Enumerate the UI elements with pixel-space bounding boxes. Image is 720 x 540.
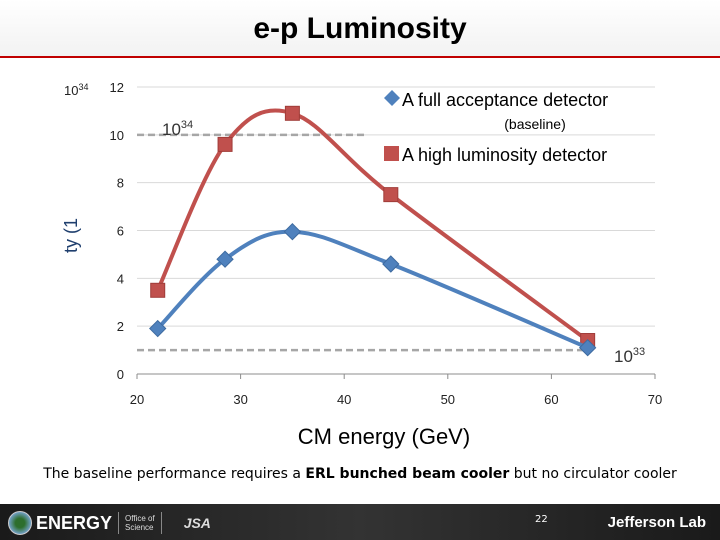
x-tick-label-20: 20 [130, 392, 144, 407]
legend-label-full-acceptance: A full acceptance detector [402, 90, 608, 110]
luminosity-chart: 0 2 4 6 8 10 12 20 30 40 50 60 70 1034 1033 1034 ty (1 CM… [61, 80, 662, 449]
x-tick-label-40: 40 [337, 392, 351, 407]
point-full-acceptance-0 [149, 319, 167, 338]
point-full-acceptance-1 [216, 250, 234, 268]
doe-energy-label: ENERGY [36, 512, 113, 533]
y-axis-unit-exp: 34 [78, 82, 88, 92]
y-axis-label: ty (1 [61, 218, 81, 253]
legend-marker-high-luminosity [384, 146, 399, 161]
x-axis-label: CM energy (GeV) [298, 424, 470, 449]
footer-separator-2 [160, 512, 162, 534]
title-divider [0, 56, 720, 58]
series-line-high-luminosity [155, 108, 590, 343]
ref-label-10-34: 1034 [162, 119, 193, 139]
series-line-full-acceptance [155, 229, 590, 350]
y-tick-label-6: 6 [117, 224, 124, 239]
caption-suffix: but no circulator cooler [509, 466, 677, 482]
caption-prefix: The baseline performance requires a [43, 466, 306, 482]
legend-label-high-luminosity: A high luminosity detector [402, 145, 607, 165]
point-high-luminosity-3 [383, 187, 399, 203]
slide-title: e-p Luminosity [253, 12, 467, 45]
jsa-logo: JSA [183, 515, 211, 531]
point-high-luminosity-2 [284, 105, 300, 121]
y-tick-label-10: 10 [110, 128, 124, 143]
legend-marker-full-acceptance [384, 90, 400, 106]
ref-label-exp-33: 33 [633, 346, 645, 358]
legend-subtitle-baseline: (baseline) [504, 116, 565, 132]
office-line1: Office of [125, 514, 155, 523]
x-tick-label-30: 30 [233, 392, 247, 407]
point-full-acceptance-4 [578, 338, 597, 357]
y-tick-label-12: 12 [110, 80, 124, 95]
caption: The baseline performance requires a ERL … [0, 466, 720, 482]
footer-separator [118, 512, 120, 534]
ref-label-exp-34: 34 [181, 119, 193, 131]
y-tick-label-0: 0 [117, 367, 124, 382]
x-tick-label-70: 70 [648, 392, 662, 407]
doe-seal-icon [8, 511, 32, 535]
point-high-luminosity-1 [217, 136, 233, 152]
x-tick-label-50: 50 [441, 392, 455, 407]
footer: ENERGY Office of Science JSA Jefferson L… [0, 504, 720, 540]
office-of-science: Office of Science [125, 514, 155, 532]
doe-logo: ENERGY Office of Science JSA [8, 511, 211, 535]
point-high-luminosity-0 [150, 282, 166, 298]
y-tick-label-4: 4 [117, 271, 124, 286]
title-bar [0, 0, 720, 56]
y-tick-label-2: 2 [117, 319, 124, 334]
y-tick-label-8: 8 [117, 176, 124, 191]
y-axis-unit: 1034 [64, 82, 88, 98]
page-number: 22 [535, 514, 548, 525]
point-full-acceptance-3 [382, 255, 400, 273]
office-line2: Science [125, 523, 154, 532]
caption-bold: ERL bunched beam cooler [305, 466, 510, 482]
x-tick-label-60: 60 [544, 392, 558, 407]
point-full-acceptance-2 [283, 222, 302, 241]
jefferson-lab-logo: Jefferson Lab [607, 514, 706, 531]
ref-label-10-33: 1033 [614, 346, 645, 366]
